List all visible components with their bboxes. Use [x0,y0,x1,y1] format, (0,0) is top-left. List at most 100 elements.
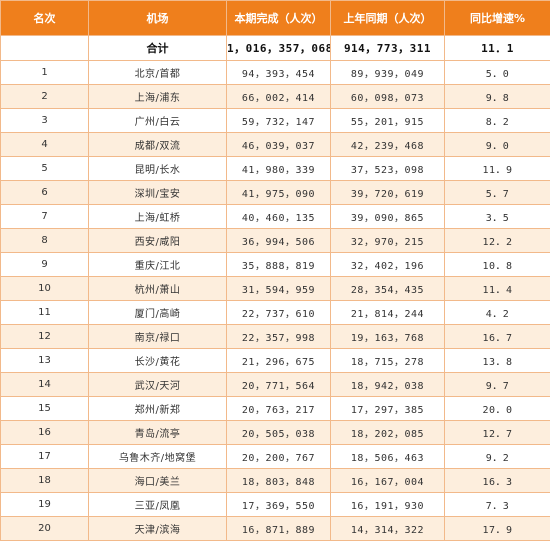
airport-cell: 深圳/宝安 [89,181,227,205]
last-year-cell: 14，314，322 [331,517,445,541]
rank-cell: 12 [1,325,89,349]
rank-cell: 19 [1,493,89,517]
airport-cell: 上海/浦东 [89,85,227,109]
rank-cell: 11 [1,301,89,325]
last-year-cell: 28，354，435 [331,277,445,301]
last-year-cell: 21，814，244 [331,301,445,325]
airport-cell: 重庆/江北 [89,253,227,277]
last-year-cell: 37，523，098 [331,157,445,181]
airport-cell: 上海/虹桥 [89,205,227,229]
last-year-cell: 18，715，278 [331,349,445,373]
current-cell: 35，888，819 [227,253,331,277]
growth-cell: 9．8 [445,85,550,109]
rank-cell: 1 [1,61,89,85]
current-cell: 94，393，454 [227,61,331,85]
column-header-airport: 机场 [89,1,227,36]
table-header-row: 名次 机场 本期完成（人次） 上年同期（人次） 同比增速% [1,1,550,36]
growth-cell: 10．8 [445,253,550,277]
growth-cell: 11．9 [445,157,550,181]
growth-cell: 9．2 [445,445,550,469]
current-cell: 20，763，217 [227,397,331,421]
current-cell: 41，980，339 [227,157,331,181]
airport-cell: 成都/双流 [89,133,227,157]
current-cell: 31，594，959 [227,277,331,301]
growth-cell: 12．7 [445,421,550,445]
total-growth: 11．1 [445,36,550,61]
airport-cell: 西安/咸阳 [89,229,227,253]
rank-cell: 6 [1,181,89,205]
rank-cell: 10 [1,277,89,301]
rank-cell: 5 [1,157,89,181]
growth-cell: 11．4 [445,277,550,301]
airport-cell: 青岛/流亭 [89,421,227,445]
column-header-current: 本期完成（人次） [227,1,331,36]
current-cell: 41，975，090 [227,181,331,205]
column-header-rank: 名次 [1,1,89,36]
airport-cell: 郑州/新郑 [89,397,227,421]
last-year-cell: 55，201，915 [331,109,445,133]
growth-cell: 17．9 [445,517,550,541]
airport-cell: 杭州/萧山 [89,277,227,301]
growth-cell: 5．0 [445,61,550,85]
airport-cell: 天津/滨海 [89,517,227,541]
last-year-cell: 16，191，930 [331,493,445,517]
current-cell: 22，357，998 [227,325,331,349]
total-rank-cell [1,36,89,61]
growth-cell: 5．7 [445,181,550,205]
total-row: 合计 1，016，357，068 914，773，311 11．1 [1,36,550,61]
rank-cell: 3 [1,109,89,133]
current-cell: 40，460，135 [227,205,331,229]
airport-cell: 海口/美兰 [89,469,227,493]
growth-cell: 7．3 [445,493,550,517]
airport-cell: 三亚/凤凰 [89,493,227,517]
current-cell: 20，771，564 [227,373,331,397]
growth-cell: 9．7 [445,373,550,397]
total-label: 合计 [89,36,227,61]
last-year-cell: 17，297，385 [331,397,445,421]
growth-cell: 20．0 [445,397,550,421]
growth-cell: 12．2 [445,229,550,253]
current-cell: 21，296，675 [227,349,331,373]
current-cell: 22，737，610 [227,301,331,325]
growth-cell: 16．3 [445,469,550,493]
airport-cell: 武汉/天河 [89,373,227,397]
growth-cell: 9．0 [445,133,550,157]
growth-cell: 8．2 [445,109,550,133]
last-year-cell: 60，098，073 [331,85,445,109]
rank-cell: 15 [1,397,89,421]
last-year-cell: 39，720，619 [331,181,445,205]
column-header-growth: 同比增速% [445,1,550,36]
total-current: 1，016，357，068 [227,36,331,61]
rank-cell: 2 [1,85,89,109]
current-cell: 20，200，767 [227,445,331,469]
last-year-cell: 32，970，215 [331,229,445,253]
rank-cell: 8 [1,229,89,253]
rank-cell: 4 [1,133,89,157]
column-header-last-year: 上年同期（人次） [331,1,445,36]
airport-cell: 长沙/黄花 [89,349,227,373]
current-cell: 66，002，414 [227,85,331,109]
rank-cell: 13 [1,349,89,373]
last-year-cell: 18，202，085 [331,421,445,445]
current-cell: 17，369，550 [227,493,331,517]
rank-cell: 18 [1,469,89,493]
rank-cell: 14 [1,373,89,397]
current-cell: 59，732，147 [227,109,331,133]
rank-cell: 7 [1,205,89,229]
